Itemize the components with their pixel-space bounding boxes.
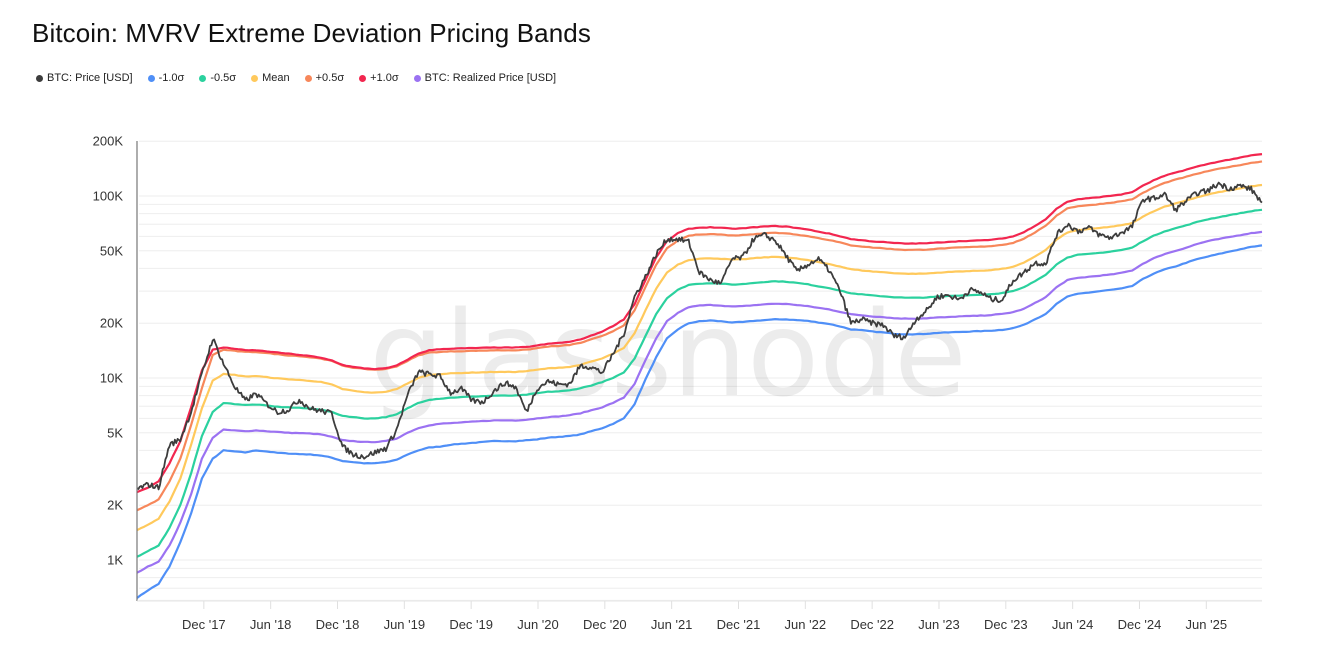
x-tick-label: Dec '24 xyxy=(1118,617,1162,632)
y-tick-label: 100K xyxy=(93,189,124,204)
legend-item-realized-price[interactable]: BTC: Realized Price [USD] xyxy=(413,72,557,84)
legend-item-plus-half-sigma[interactable]: +0.5σ xyxy=(304,72,345,84)
y-tick-label: 10K xyxy=(100,371,123,386)
legend-label: -1.0σ xyxy=(158,72,185,84)
x-tick-label: Jun '20 xyxy=(517,617,559,632)
y-tick-label: 20K xyxy=(100,316,123,331)
legend-item-price[interactable]: BTC: Price [USD] xyxy=(36,72,133,84)
legend-item-minus-half-sigma[interactable]: -0.5σ xyxy=(199,72,236,84)
series-line-rp xyxy=(136,230,1263,574)
y-tick-label: 5K xyxy=(107,425,123,440)
x-tick-label: Dec '22 xyxy=(850,617,894,632)
x-tick-label: Dec '23 xyxy=(984,617,1028,632)
grid-lines xyxy=(139,140,1262,601)
x-tick-label: Dec '18 xyxy=(316,617,360,632)
series-line-mean xyxy=(136,183,1263,532)
x-tick-label: Dec '21 xyxy=(717,617,761,632)
legend-dot-icon xyxy=(359,74,367,82)
legend-item-minus-1-sigma[interactable]: -1.0σ xyxy=(147,72,185,84)
legend-item-plus-1-sigma[interactable]: +1.0σ xyxy=(359,72,399,84)
legend-dot-icon xyxy=(251,74,259,82)
x-tick-label: Jun '25 xyxy=(1186,617,1228,632)
legend-label: +0.5σ xyxy=(315,72,345,84)
x-tick-label: Jun '18 xyxy=(250,617,292,632)
legend-item-mean[interactable]: Mean xyxy=(251,72,290,84)
page-title: Bitcoin: MVRV Extreme Deviation Pricing … xyxy=(32,18,591,48)
legend-label: BTC: Realized Price [USD] xyxy=(424,72,557,84)
y-tick-label: 200K xyxy=(93,134,124,149)
x-tick-label: Dec '20 xyxy=(583,617,627,632)
legend-label: BTC: Price [USD] xyxy=(47,72,133,84)
legend-dot-icon xyxy=(413,74,421,82)
series-layer xyxy=(136,153,1263,599)
x-tick-label: Jun '24 xyxy=(1052,617,1094,632)
legend-dot-icon xyxy=(36,74,43,82)
x-tick-label: Jun '22 xyxy=(785,617,827,632)
series-line-price xyxy=(136,181,1263,491)
x-tick-label: Dec '17 xyxy=(182,617,226,632)
chart-legend: BTC: Price [USD] -1.0σ -0.5σ Mean +0.5σ … xyxy=(36,72,556,84)
series-line-m1 xyxy=(136,244,1263,599)
x-tick-label: Jun '19 xyxy=(384,617,426,632)
y-tick-label: 50K xyxy=(100,243,123,258)
series-line-m05 xyxy=(136,208,1263,558)
series-line-p1 xyxy=(136,153,1263,494)
x-tick-label: Jun '21 xyxy=(651,617,693,632)
x-tick-label: Jun '23 xyxy=(918,617,960,632)
legend-dot-icon xyxy=(147,74,155,82)
legend-label: +1.0σ xyxy=(370,72,399,84)
y-tick-label: 2K xyxy=(107,498,123,513)
legend-label: Mean xyxy=(262,72,290,84)
legend-dot-icon xyxy=(199,74,207,82)
y-tick-label: 1K xyxy=(107,553,123,568)
x-tick-label: Dec '19 xyxy=(449,617,493,632)
legend-dot-icon xyxy=(304,74,312,82)
axes: 1K 2K 5K 10K 20K 50K 100K 200K Dec '17 Jun '18 Dec… xyxy=(93,134,1262,632)
legend-label: -0.5σ xyxy=(210,72,237,84)
watermark: glassnode xyxy=(369,285,966,423)
